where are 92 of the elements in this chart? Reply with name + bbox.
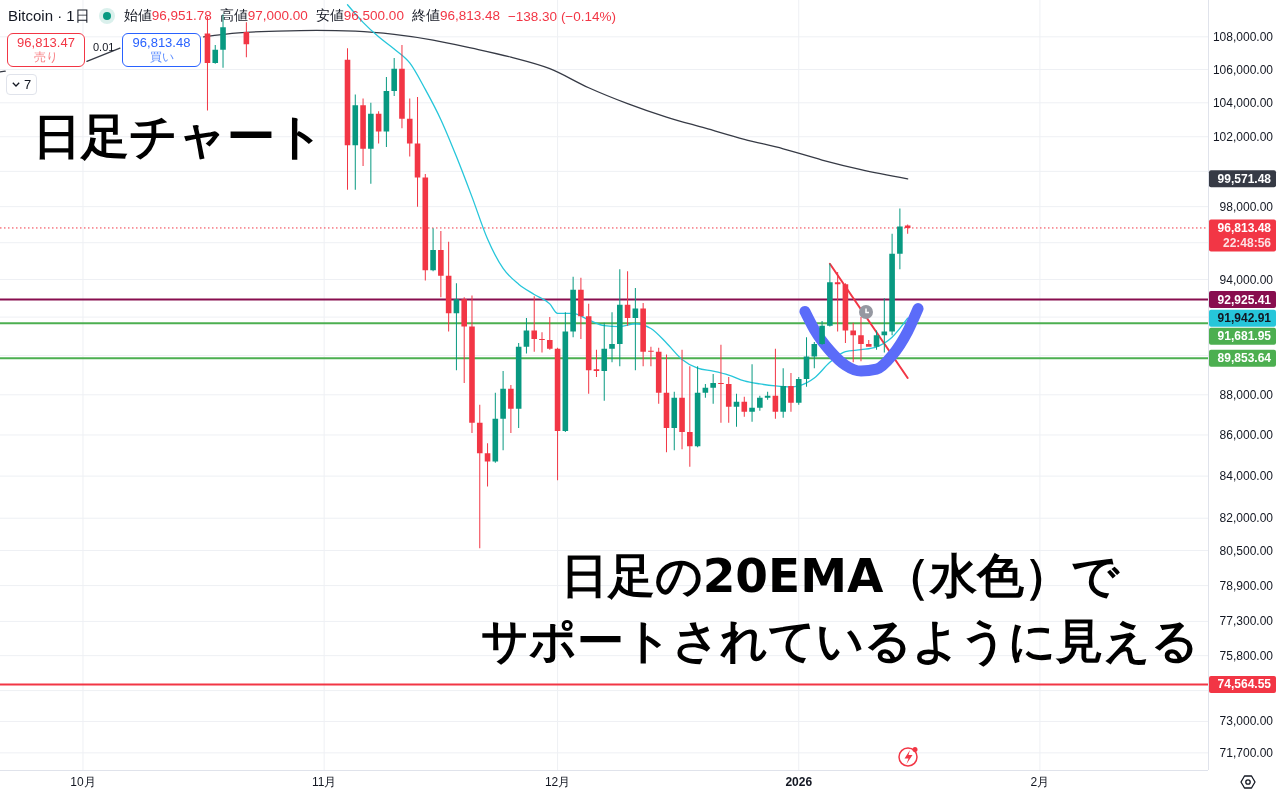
ref-line-label: 96,813.48 22:48:56 bbox=[1217, 220, 1272, 250]
candlestick bbox=[671, 391, 678, 451]
candlestick bbox=[640, 302, 646, 367]
candlestick bbox=[531, 296, 538, 352]
candlestick bbox=[865, 340, 872, 347]
candlestick bbox=[725, 377, 732, 423]
candlestick bbox=[352, 94, 359, 190]
candlestick bbox=[850, 322, 856, 363]
candlestick bbox=[593, 349, 600, 378]
annotation: 売り bbox=[34, 50, 58, 65]
y-tick-label: 106,000.00 bbox=[1212, 62, 1274, 77]
candlestick bbox=[741, 396, 748, 417]
annotation: 96,813.48 bbox=[132, 35, 191, 50]
annotation: 始値96,951.78 bbox=[123, 8, 212, 23]
y-tick-label: 102,000.00 bbox=[1212, 129, 1274, 144]
candlestick bbox=[578, 277, 584, 340]
candlestick bbox=[391, 58, 397, 97]
candlestick bbox=[500, 371, 506, 451]
x-tick-label: 10月 bbox=[70, 775, 96, 789]
text: 91,942.91 bbox=[1217, 311, 1272, 326]
annotation: 終値96,813.48 bbox=[411, 8, 500, 23]
ref-line-label: 89,853.64 bbox=[1217, 351, 1272, 366]
candlestick bbox=[368, 102, 374, 184]
ref-line-label: 92,925.41 bbox=[1217, 292, 1272, 307]
y-tick-label: 86,000.00 bbox=[1219, 427, 1274, 442]
candlestick bbox=[881, 298, 888, 353]
candlestick bbox=[406, 98, 413, 157]
annotation: 96,813.47 bbox=[17, 35, 75, 50]
y-tick-label: 98,000.00 bbox=[1219, 199, 1274, 214]
candlestick bbox=[897, 208, 903, 270]
candlestick bbox=[827, 263, 833, 327]
candlestick bbox=[648, 346, 654, 367]
x-tick-label: 2026 bbox=[785, 775, 813, 789]
candlestick bbox=[795, 377, 802, 405]
annotation: 0.01 bbox=[93, 41, 115, 54]
candlestick bbox=[718, 344, 724, 423]
annotation: 日足チャート bbox=[33, 108, 324, 164]
x-tick-label: 11月 bbox=[311, 775, 337, 789]
candlestick bbox=[788, 373, 794, 412]
candlestick bbox=[212, 44, 219, 64]
candlestick bbox=[749, 364, 755, 422]
candlestick bbox=[546, 317, 553, 350]
candlestick bbox=[469, 295, 475, 433]
y-tick-label: 80,500.00 bbox=[1219, 543, 1274, 558]
y-tick-label: 84,000.00 bbox=[1219, 469, 1274, 484]
candlestick bbox=[679, 349, 685, 450]
annotation: 日足の20EMA（水色）で bbox=[560, 547, 1121, 603]
candlestick bbox=[834, 272, 841, 332]
y-tick-label: 77,300.00 bbox=[1219, 614, 1274, 629]
y-tick-label: 108,000.00 bbox=[1212, 29, 1274, 44]
chart-title: Bitcoin · 1日 bbox=[8, 6, 90, 26]
ref-line-label: 74,564.55 bbox=[1217, 677, 1272, 692]
candlestick bbox=[819, 320, 825, 345]
text: 99,571.48 bbox=[1217, 171, 1272, 186]
x-tick-label: 2月 bbox=[1030, 775, 1050, 789]
candlestick bbox=[655, 347, 662, 404]
y-tick-label: 75,800.00 bbox=[1219, 648, 1274, 663]
candlestick bbox=[508, 384, 514, 433]
candlestick bbox=[757, 395, 763, 411]
dropdown-button: 7 bbox=[6, 74, 37, 95]
y-tick-label: 71,700.00 bbox=[1219, 745, 1274, 760]
annotation: 高値97,000.00 bbox=[219, 8, 308, 23]
candlestick bbox=[601, 322, 608, 401]
annotation: 7 bbox=[23, 77, 32, 92]
ref-line-label: 91,681.95 bbox=[1217, 329, 1272, 344]
y-tick-label: 73,000.00 bbox=[1219, 714, 1274, 729]
candlestick bbox=[617, 269, 623, 367]
candlestick bbox=[438, 230, 444, 298]
y-tick-label: 104,000.00 bbox=[1212, 95, 1274, 110]
annotation: サポートされているように見える bbox=[481, 612, 1199, 668]
candlestick bbox=[609, 312, 615, 363]
y-tick-label: 78,900.00 bbox=[1219, 578, 1274, 593]
candlestick bbox=[476, 404, 483, 549]
candlestick bbox=[570, 276, 576, 338]
y-tick-label: 88,000.00 bbox=[1219, 387, 1274, 402]
candlestick bbox=[858, 317, 864, 362]
y-tick-label: 94,000.00 bbox=[1219, 272, 1274, 287]
candlestick bbox=[687, 366, 693, 467]
candlestick bbox=[399, 44, 405, 129]
annotation: −138.30 (−0.14%) bbox=[507, 8, 617, 24]
candlestick bbox=[430, 228, 436, 272]
candlestick bbox=[461, 297, 467, 383]
sell-button: 96,813.47 売り bbox=[7, 33, 85, 67]
y-tick-label: 82,000.00 bbox=[1219, 511, 1274, 526]
x-tick-label: 12月 bbox=[544, 775, 571, 789]
candlestick bbox=[780, 368, 786, 418]
buy-button: 96,813.48 買い bbox=[122, 33, 201, 67]
candlestick bbox=[889, 233, 895, 336]
candlestick bbox=[539, 332, 545, 353]
candlestick bbox=[710, 374, 716, 404]
annotation: 買い bbox=[149, 50, 174, 65]
candlestick bbox=[360, 98, 366, 167]
